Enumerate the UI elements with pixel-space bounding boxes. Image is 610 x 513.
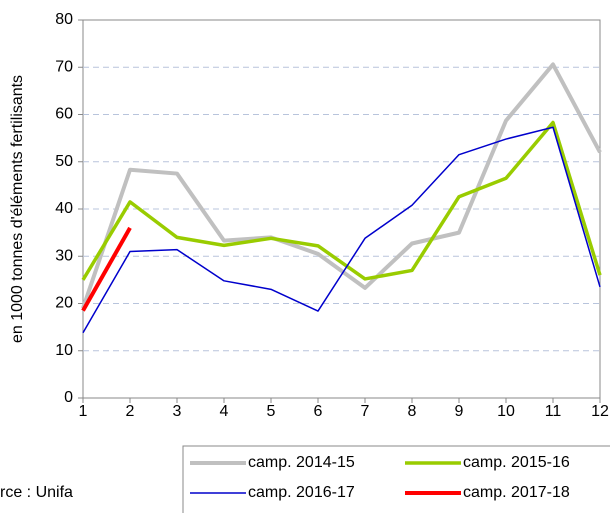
legend-label: camp. 2016-17 xyxy=(248,484,355,501)
x-tick-label: 9 xyxy=(455,403,464,420)
series-line xyxy=(81,120,602,281)
y-tick-label: 80 xyxy=(55,11,73,28)
series-line xyxy=(81,62,602,309)
y-tick-label: 50 xyxy=(55,153,73,170)
y-tick-label: 60 xyxy=(55,106,73,123)
legend-label: camp. 2014-15 xyxy=(248,454,355,471)
y-tick-label: 30 xyxy=(55,247,73,264)
series-line xyxy=(81,226,132,312)
x-tick-label: 2 xyxy=(126,403,135,420)
y-tick-label: 20 xyxy=(55,295,73,312)
x-tick-label: 12 xyxy=(591,403,609,420)
x-tick-label: 7 xyxy=(361,403,370,420)
legend-label: camp. 2017-18 xyxy=(463,484,570,501)
x-tick-label: 10 xyxy=(497,403,515,420)
x-tick-label: 6 xyxy=(314,403,323,420)
x-tick-label: 4 xyxy=(220,403,229,420)
legend-label: camp. 2015-16 xyxy=(463,454,570,471)
y-tick-label: 0 xyxy=(64,389,73,406)
plot-area xyxy=(82,19,601,399)
y-tick-label: 10 xyxy=(55,342,73,359)
x-tick-label: 8 xyxy=(408,403,417,420)
y-tick-label: 40 xyxy=(55,200,73,217)
series-line xyxy=(82,126,601,334)
y-tick-label: 70 xyxy=(55,58,73,75)
y-axis-label: en 1000 tonnes d'éléments fertilisants xyxy=(9,75,26,343)
legend-box xyxy=(182,445,610,513)
x-tick-label: 1 xyxy=(79,403,88,420)
x-tick-label: 5 xyxy=(267,403,276,420)
x-tick-label: 3 xyxy=(173,403,182,420)
x-tick-label: 11 xyxy=(545,403,562,420)
source: rce : Unifa xyxy=(0,484,73,501)
